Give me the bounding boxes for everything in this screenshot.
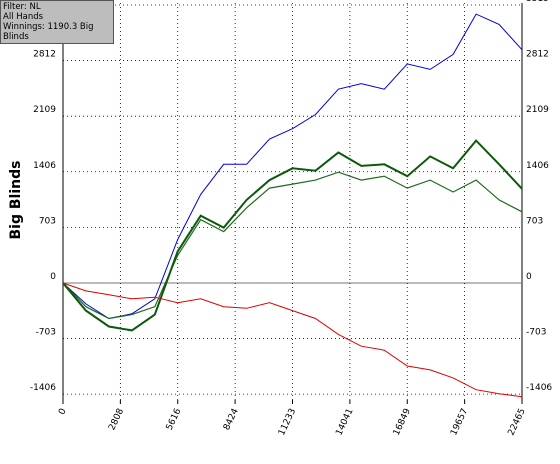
y-tick-label: 2109	[33, 105, 56, 115]
y-tick-label-right: -1406	[526, 383, 552, 393]
y-tick-label: 0	[50, 272, 56, 282]
series-line	[62, 13, 523, 320]
y-tick-label: 2812	[33, 50, 56, 60]
y-tick-label-right: 2109	[526, 105, 549, 115]
x-tick-label: 2808	[107, 407, 126, 432]
y-axis-label: Big Blinds	[8, 161, 24, 240]
y-tick-label-right: 3515	[526, 0, 549, 4]
series-line	[62, 139, 523, 332]
x-tick-label: 8424	[222, 407, 241, 432]
series-line	[62, 282, 523, 398]
x-tick-label: 14041	[334, 407, 355, 437]
info-line: Filter: NL	[3, 2, 41, 12]
x-tick-label: 5616	[165, 407, 184, 432]
y-tick-label-right: 1406	[526, 161, 549, 171]
info-box: Filter: NL All Hands Winnings: 1190.3 Bi…	[0, 0, 114, 44]
x-tick-label: 22465	[507, 407, 528, 437]
y-tick-label-right: -703	[526, 328, 546, 338]
x-tick-label: 0	[57, 407, 69, 417]
series-line	[62, 171, 523, 320]
y-tick-label: -703	[36, 328, 56, 338]
x-tick-label: 19657	[449, 407, 470, 437]
info-line: All Hands	[3, 12, 44, 22]
x-tick-label: 16849	[392, 407, 413, 437]
y-tick-label: 703	[39, 216, 56, 226]
y-tick-label-right: 2812	[526, 50, 549, 60]
y-tick-label: 1406	[33, 161, 56, 171]
info-line: Winnings: 1190.3 Big Blinds	[3, 22, 94, 42]
y-tick-label-right: 0	[526, 272, 532, 282]
x-tick-label: 11233	[277, 407, 298, 437]
y-tick-label-right: 703	[526, 216, 543, 226]
y-tick-label: -1406	[30, 383, 56, 393]
